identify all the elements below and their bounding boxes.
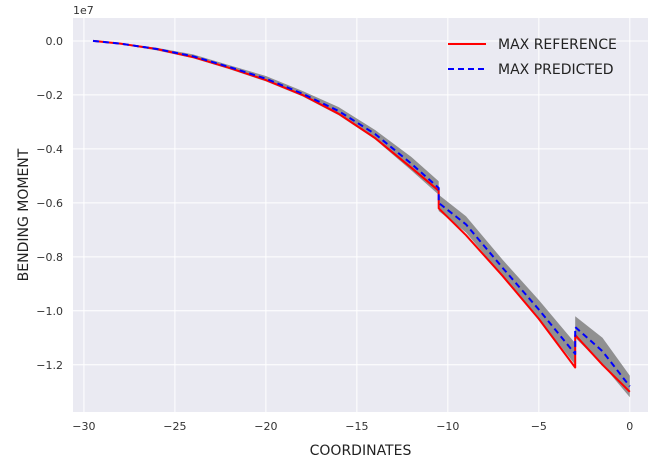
x-tick-label: −10 <box>436 420 459 433</box>
series-line-max-predicted <box>92 39 631 388</box>
y-tick-label: −0.6 <box>36 197 63 210</box>
plot-area-background <box>73 18 648 412</box>
x-tick-label: −25 <box>163 420 186 433</box>
y-tick-label: −0.8 <box>36 251 63 264</box>
y-tick-label: −0.4 <box>36 143 63 156</box>
y-tick-label: −1.0 <box>36 305 63 318</box>
x-tick-labels: −30 −25 −20 −15 −10 −5 0 <box>72 420 633 433</box>
x-tick-label: −15 <box>345 420 368 433</box>
x-tick-label: −20 <box>254 420 277 433</box>
x-axis-label: COORDINATES <box>310 443 412 459</box>
x-tick-label: −30 <box>72 420 95 433</box>
series-lines <box>92 39 631 393</box>
y-tick-label: −1.2 <box>36 359 63 372</box>
legend-label: MAX REFERENCE <box>498 37 617 53</box>
legend-label: MAX PREDICTED <box>498 62 614 78</box>
x-tick-label: 0 <box>626 420 633 433</box>
y-tick-label: −0.2 <box>36 89 63 102</box>
y-scale-label: 1e7 <box>73 4 94 17</box>
grid <box>73 18 648 412</box>
y-tick-labels: 0.0 −0.2 −0.4 −0.6 −0.8 −1.0 −1.2 <box>36 35 63 372</box>
y-axis-label: BENDING MOMENT <box>16 148 32 281</box>
y-tick-label: 0.0 <box>46 35 64 48</box>
legend: MAX REFERENCE MAX PREDICTED <box>448 37 617 78</box>
x-tick-label: −5 <box>531 420 547 433</box>
